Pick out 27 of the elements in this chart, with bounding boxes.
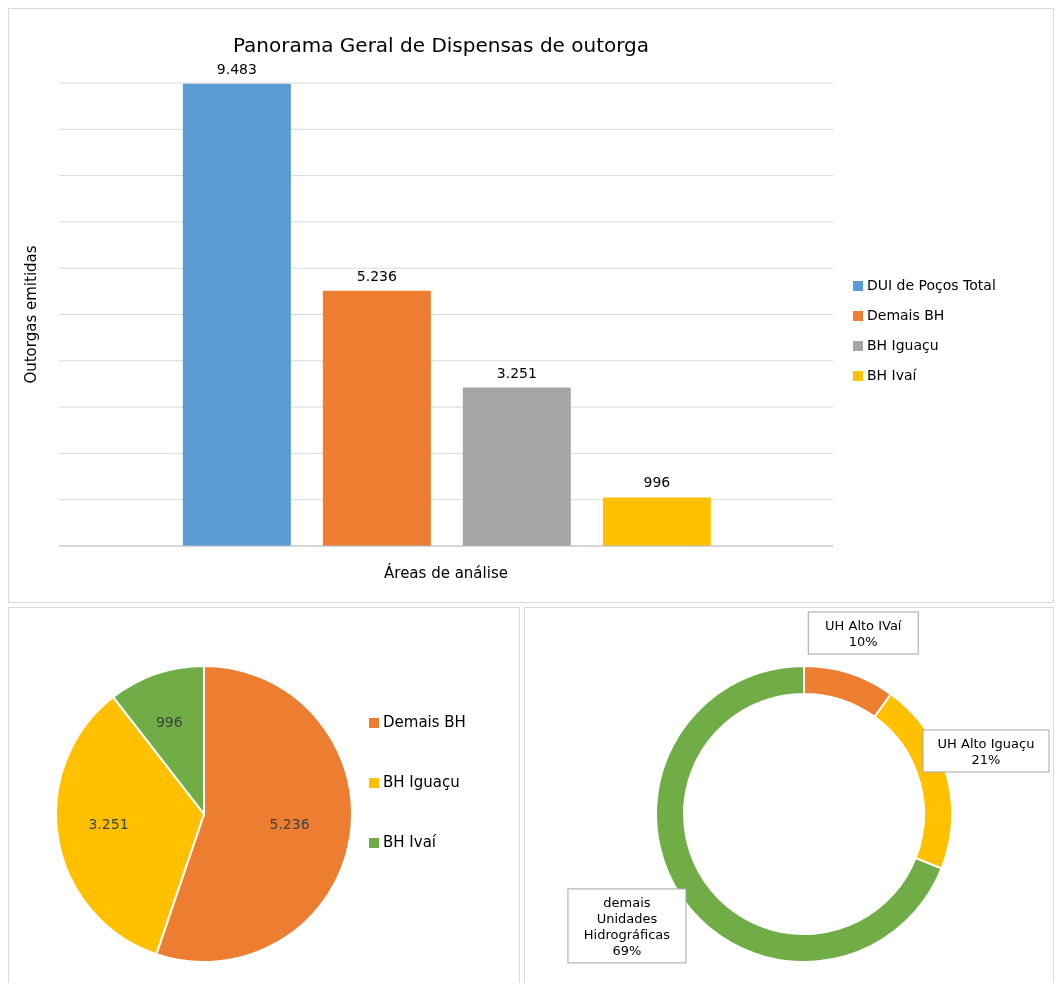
bar (462, 387, 571, 546)
legend-label: Demais BH (383, 712, 466, 733)
x-axis-title: Áreas de análise (384, 563, 508, 582)
legend-label: Demais BH (867, 306, 945, 323)
data-label: 3.251 (88, 816, 129, 833)
legend-label: BH Ivaí (383, 832, 436, 853)
data-label: 21% (971, 751, 1001, 767)
data-label: 9.483 (216, 60, 257, 77)
slice-label: UH Alto Iguaçu (937, 735, 1035, 751)
legend-label: BH Iguaçu (867, 336, 939, 353)
data-label: 5.236 (356, 267, 397, 284)
bar (322, 290, 431, 546)
y-axis-title: Outorgas emitidas (22, 245, 41, 384)
data-label: 996 (155, 714, 183, 731)
bar (602, 497, 711, 546)
chart-title: Panorama Geral de Dispensas de outorga (232, 33, 650, 57)
data-label: 10% (848, 633, 878, 649)
slice-label: demais Unidades Hidrográficas (583, 894, 671, 942)
data-label: 5.236 (269, 815, 310, 832)
legend-label: BH Iguaçu (383, 772, 460, 793)
data-label: 3.251 (496, 364, 537, 381)
legend-label: DUI de Poços Total (867, 276, 996, 293)
slice-label: UH Alto IVaí (825, 617, 902, 633)
legend-label: BH Ivaí (867, 366, 917, 383)
data-label: 69% (612, 942, 642, 958)
bar (182, 83, 291, 546)
data-label: 996 (643, 474, 671, 491)
